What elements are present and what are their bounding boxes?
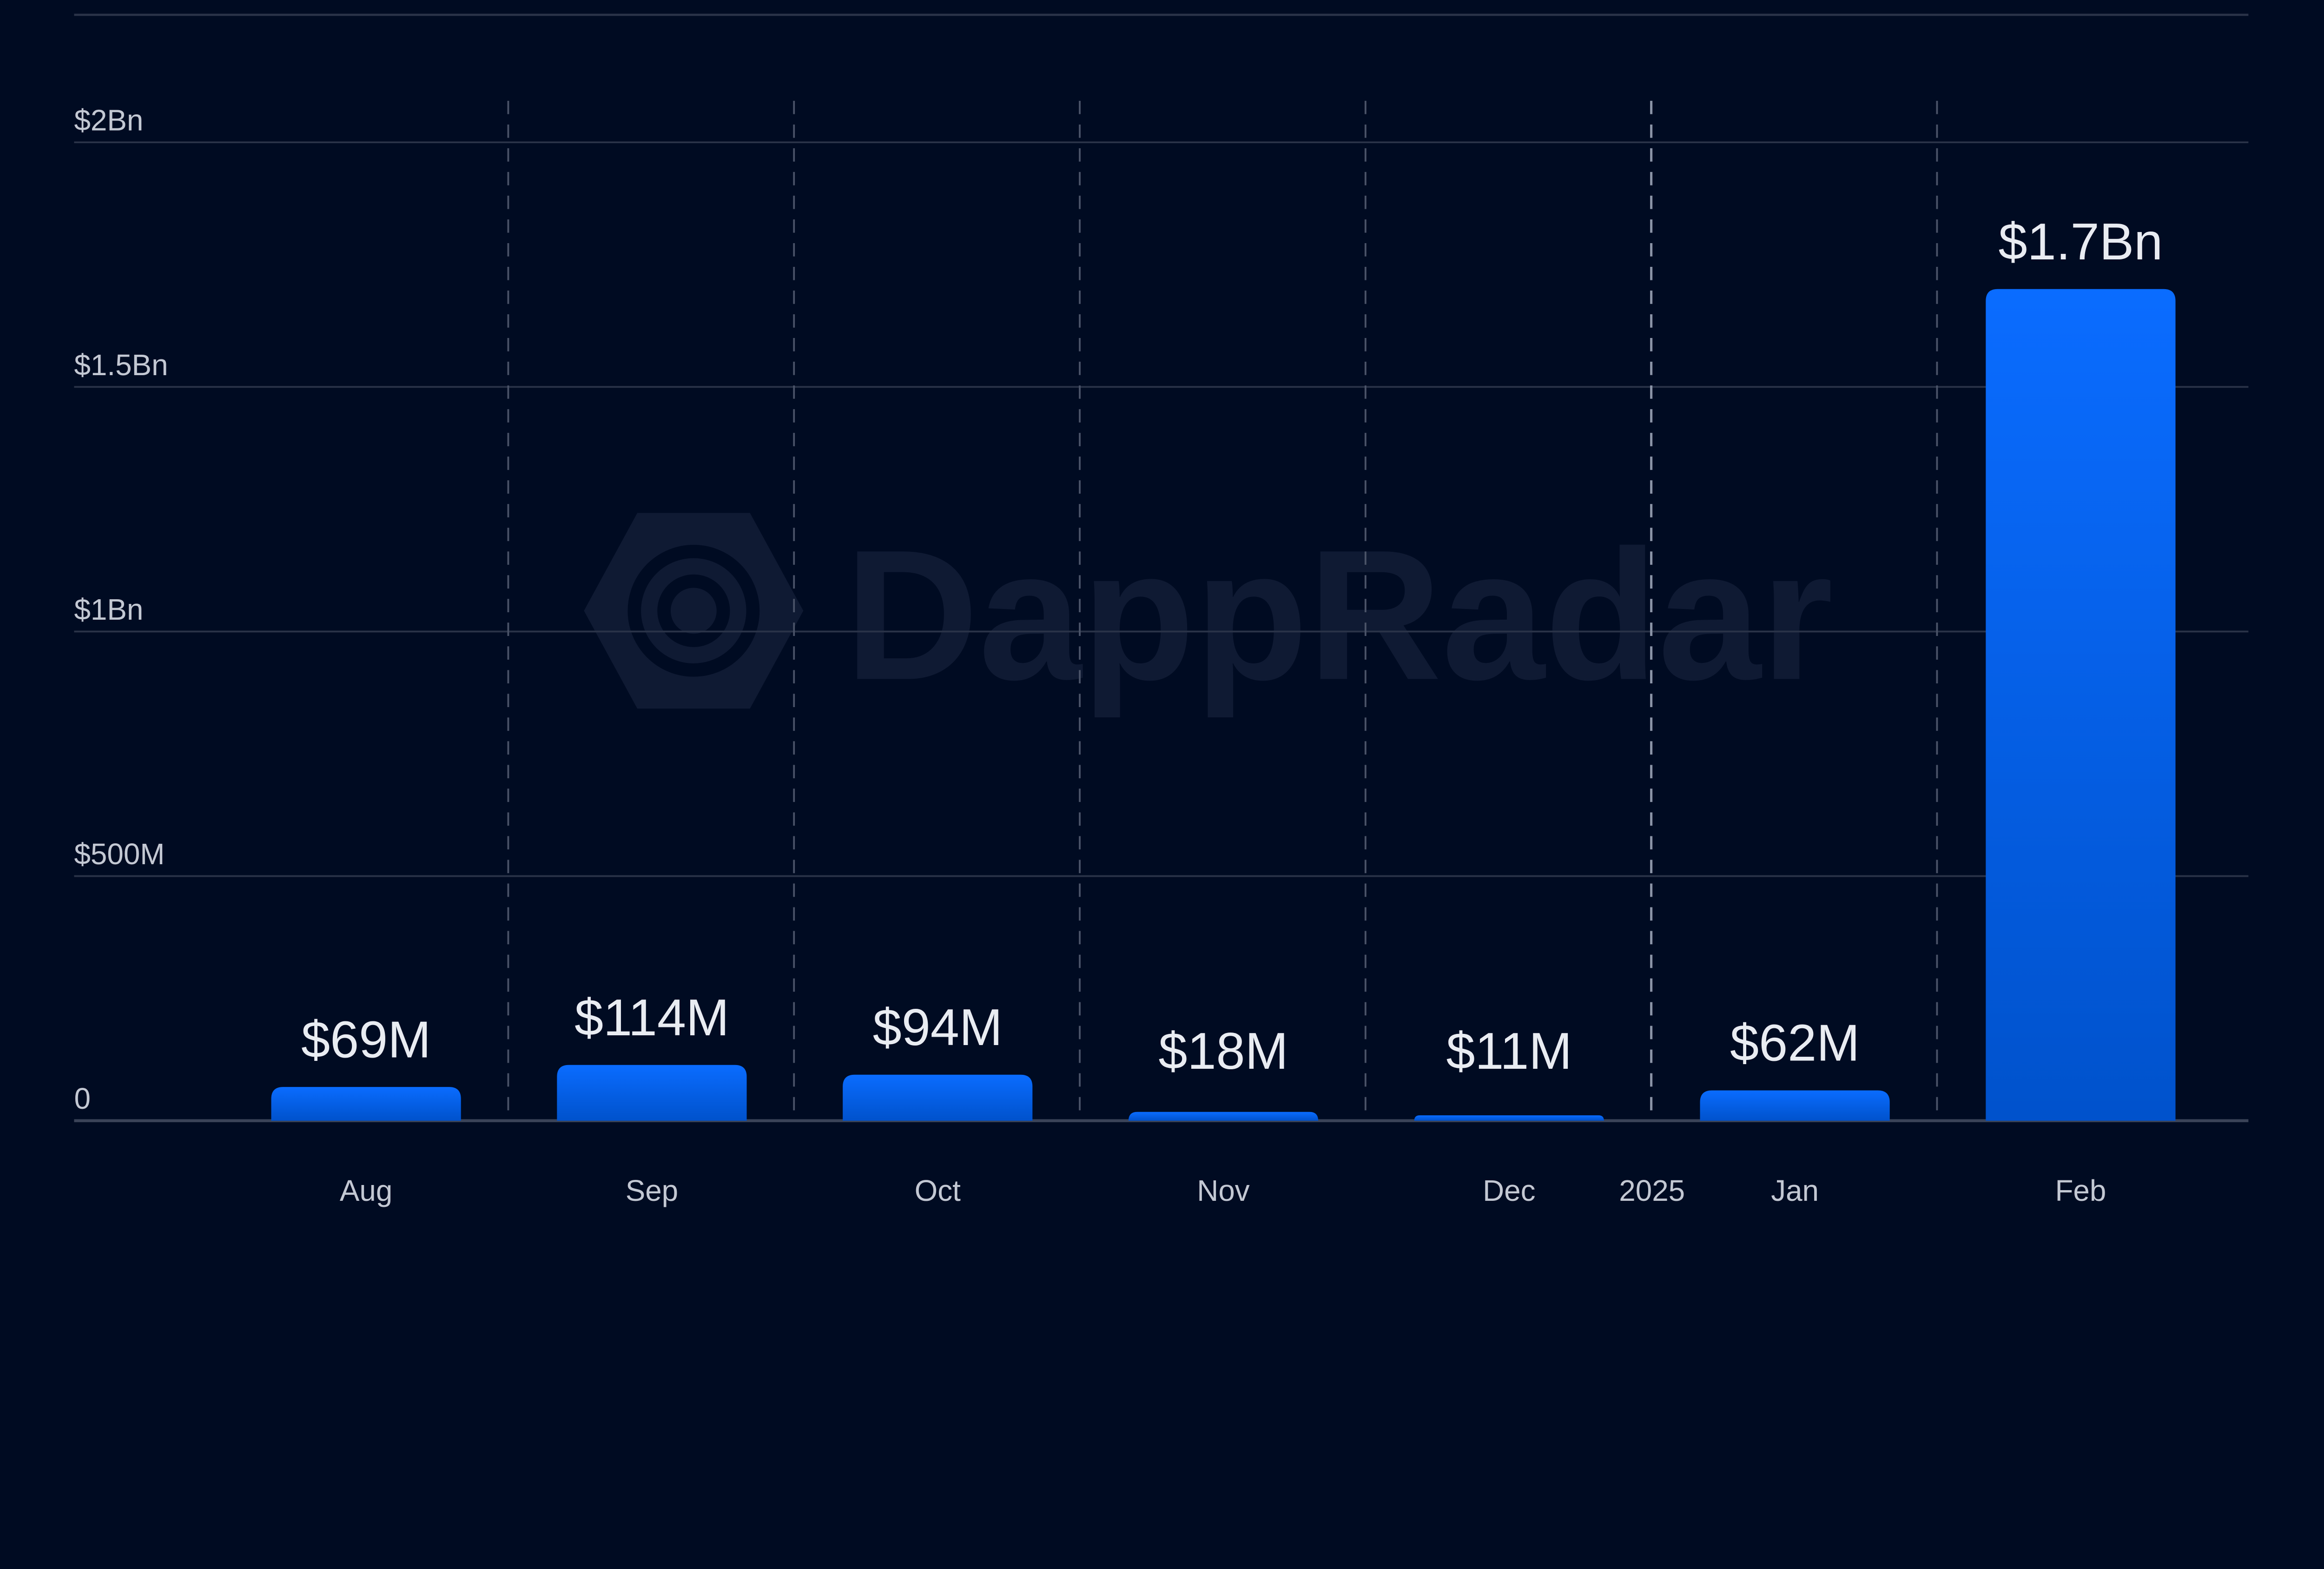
data-label: $94M (873, 998, 1003, 1056)
bars (271, 289, 2176, 1121)
bar-chart: DappRadar $69M $114M $94M $18M $11M $62M $1.7B… (74, 13, 2249, 1207)
bar-sep (557, 1065, 747, 1121)
divider-lines (507, 100, 1938, 1121)
bar-feb (1986, 289, 2176, 1121)
x-axis: Aug Sep Oct Nov Dec Jan Feb 2025 (340, 1174, 2106, 1207)
data-label: $62M (1730, 1014, 1860, 1072)
bar-dec (1414, 1115, 1604, 1121)
x-tick-label: Jan (1771, 1174, 1819, 1207)
x-tick-label: Sep (626, 1174, 678, 1207)
x-tick-label: Oct (915, 1174, 961, 1207)
bar-oct (843, 1074, 1033, 1121)
x-tick-label: Aug (340, 1174, 392, 1207)
y-tick-label: $500M (74, 837, 165, 871)
watermark-text: DappRadar (845, 511, 1833, 719)
dappradar-logo-icon (584, 513, 804, 709)
y-axis: 0 $500M $1Bn $1.5Bn $2Bn (74, 104, 168, 1116)
data-label: $11M (1446, 1022, 1572, 1080)
y-tick-label: $1.5Bn (74, 348, 168, 382)
x-tick-label: Nov (1197, 1174, 1250, 1207)
data-labels: $69M $114M $94M $18M $11M $62M $1.7Bn (301, 212, 2163, 1080)
data-label: $18M (1158, 1022, 1288, 1080)
y-tick-label: $1Bn (74, 593, 143, 626)
logo-ring-outer (627, 544, 760, 677)
gridlines (74, 141, 2249, 1122)
x-tick-label: Feb (2055, 1174, 2106, 1207)
y-tick-label: 0 (74, 1082, 90, 1115)
data-label: $1.7Bn (1999, 212, 2163, 271)
x-tick-label: Dec (1483, 1174, 1535, 1207)
bar-aug (271, 1087, 461, 1121)
bar-nov (1128, 1112, 1319, 1121)
data-label: $114M (574, 988, 729, 1046)
data-label: $69M (301, 1010, 431, 1068)
year-label: 2025 (1619, 1174, 1685, 1207)
y-tick-label: $2Bn (74, 104, 143, 137)
watermark: DappRadar (584, 511, 1833, 720)
logo-ring-inner (657, 574, 730, 647)
bar-jan (1700, 1090, 1890, 1121)
